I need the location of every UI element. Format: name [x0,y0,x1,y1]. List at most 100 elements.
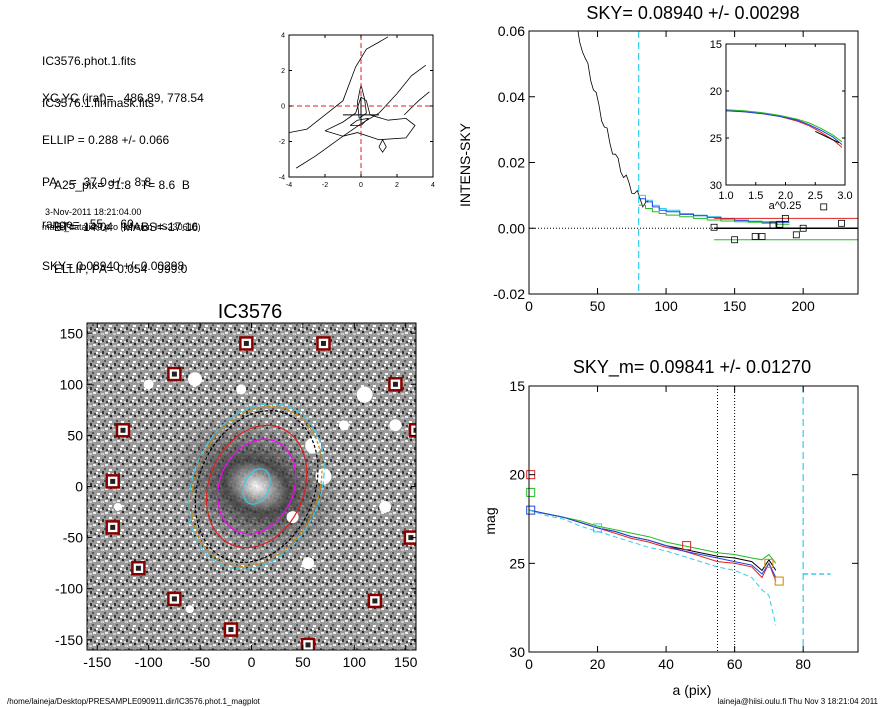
sky-ytick-label: 0.00 [498,220,525,236]
sky-xtick-label: 100 [654,298,678,314]
image-xtick-label: -100 [135,654,163,670]
param-sky: SKY= 0.08940 +/- 0.00298 [42,259,185,273]
isophote-ellipse-magenta [216,438,297,535]
masked-star-core [413,427,416,433]
inset-xtick-label: 1.5 [748,190,763,202]
sky-inset: 1.0 1.5 2.0 2.5 3.0 15 20 25 30 a^0.25 [710,39,853,212]
contour-ytick-label: 4 [281,33,285,40]
masked-star-core [171,596,177,602]
image-ytick-label: -100 [55,581,83,597]
mask-blob [389,419,402,432]
contour-line [356,84,367,119]
mag-ylabel: mag [482,507,498,534]
sky-scatter-point [769,221,777,229]
param-ellip: ELLIP = 0.288 +/- 0.066 [42,133,170,147]
contour-line [378,138,387,153]
header-files: IC3576.phot.1.fits IC3576.1.finmask.fits [42,26,154,124]
mag-frame [528,385,859,653]
sky-scatter-point [799,224,807,232]
contour-line [295,64,427,169]
sky-scatter-point [751,233,759,240]
sky-ytick-label: 0.02 [498,155,525,171]
contour-ytick-label: -2 [279,139,285,146]
masked-star-core [392,381,398,387]
footer-path: /home/laineja/Desktop/PRESAMPLE090911.di… [7,697,261,706]
image-ytick-label: 50 [67,427,83,443]
mask-blob [143,379,154,390]
mag-marker-orange [764,558,774,568]
inset-xtick-label: 2.5 [808,190,823,202]
isophote-ellipse-red [205,424,308,549]
inset-ytick-label: 30 [710,180,722,192]
masked-star-core [372,598,378,604]
galaxy-ellip: ELLIP, PA= 0.054 999.0 [54,262,188,276]
contour-xtick-label: -4 [286,182,292,189]
mag-panel: SKY_m= 0.09841 +/- 0.01270 mag a (pix) 0… [482,357,859,698]
sky-scatter-point [758,233,766,240]
mask-blob [185,605,194,614]
sky-scatter-point [781,214,789,222]
mag-xtick-label: 20 [590,656,606,672]
footer-host: laineja@hiisi.oulu.fi Thu Nov 3 18:21:04… [718,697,879,706]
header-params: XC,YC (iraf)= 486.89, 778.54 ELLIP = 0.2… [42,63,204,287]
contour-xtick-label: 0 [359,182,363,189]
sky-ylabel: INTENS-SKY [457,122,473,207]
masked-star-core [110,524,116,530]
sky-step-green [638,204,790,225]
masked-star-core [408,535,414,541]
masked-star-core [243,340,249,346]
mag-ytick-label: 20 [509,467,525,483]
mag-ytick-label: 25 [509,555,525,571]
mag-xtick-label: 40 [658,656,674,672]
sky-xtick-label: 50 [590,298,606,314]
contour-xtick-label: 2 [395,182,399,189]
image-ytick-label: -150 [55,632,83,648]
mag-title: SKY_m= 0.09841 +/- 0.01270 [573,357,811,378]
contour-line [403,91,430,116]
masked-star-core [171,371,177,377]
masked-star-core [110,478,116,484]
mag-xtick-label: 60 [727,656,743,672]
masked-star-box [408,423,416,438]
masked-star-core [320,340,326,346]
contour-line [288,36,389,133]
inset-series-blue [725,110,843,145]
masked-star-core [120,427,126,433]
image-xtick-label: 50 [295,654,311,670]
galaxy-bt: BT= 14.04 MABS=-17.16 [54,220,199,234]
image-xtick-label: 150 [394,654,418,670]
masked-star-core [135,565,141,571]
isophote-ellipse-black [194,410,319,563]
program-version: make_datalist0.pro (version HS230610) [42,222,201,232]
contour-ytick-label: 0 [281,104,285,111]
contour-xtick-label: 4 [431,182,435,189]
mag-xtick-label: 80 [795,656,811,672]
mask-blob [302,557,315,570]
sky-ytick-label: -0.02 [493,286,525,302]
param-pa: PA = 37.0 +/- 8.8 [42,175,152,189]
sky-scatter-point [792,231,800,239]
contour-ytick-label: 2 [281,68,285,75]
sky-intensity-profile [577,31,649,208]
inset-xlabel: a^0.25 [769,200,802,212]
sky-xtick-label: 200 [791,298,815,314]
isophote-ellipse-orange [190,405,323,568]
mag-marker-orange [774,576,784,586]
mag-series-black [528,509,777,572]
galaxy-a25: A25_pix= 91.8 T= 8.6 B [54,178,190,192]
mag-xtick-label: 0 [525,656,533,672]
header-galaxy: A25_pix= 91.8 T= 8.6 B BT= 14.04 MABS=-1… [54,150,198,290]
mag-marker-green [526,487,536,497]
sky-scatter-point [776,220,784,228]
contour-ytick-label: -4 [279,175,285,182]
sky-title: SKY= 0.08940 +/- 0.00298 [586,3,799,23]
sky-scatter-point [710,223,718,231]
image-panel: IC3576 -150 -100 -50 0 50 100 150 -150 -100 -50 0 5… [55,301,418,670]
mag-series-green [528,509,777,564]
image-title: IC3576 [218,301,283,323]
mask-blob [187,372,202,387]
inset-ytick-label: 20 [710,86,722,98]
file-name-2: IC3576.1.finmask.fits [42,96,155,110]
sky-scatter-point [838,219,845,227]
masked-star-core [228,627,234,633]
